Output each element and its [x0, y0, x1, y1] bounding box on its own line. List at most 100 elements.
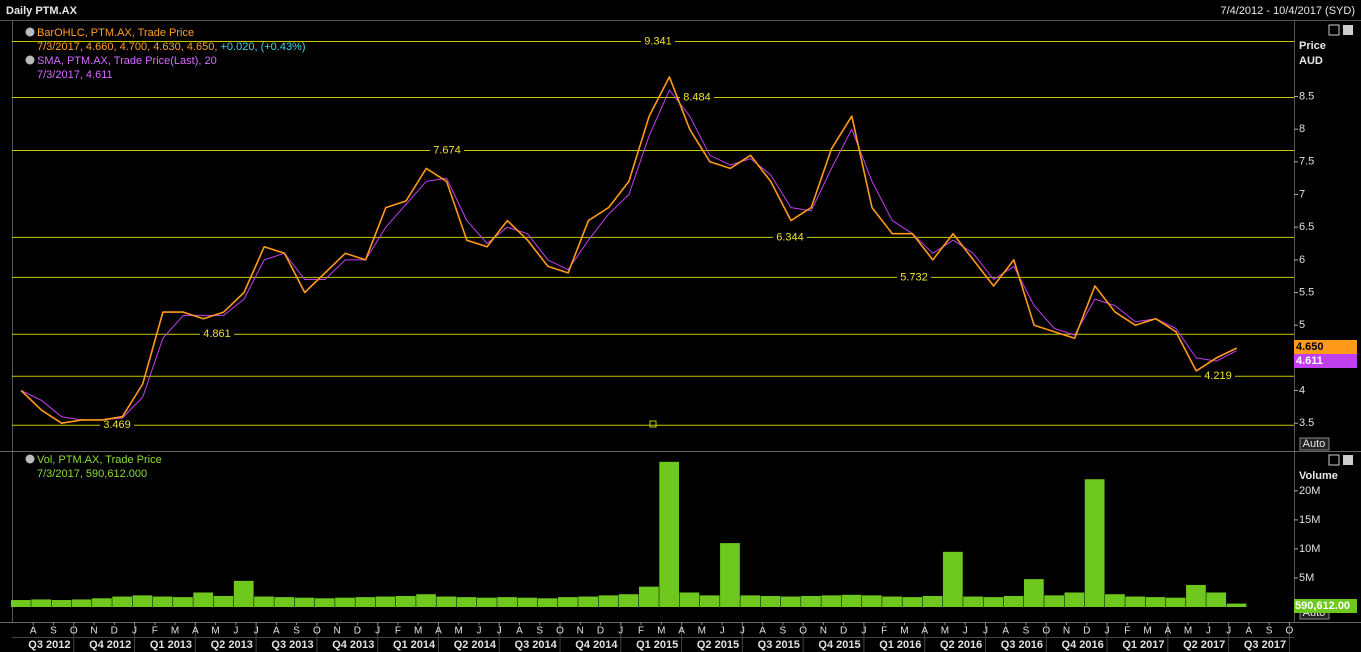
x-tick-label: D [597, 626, 604, 637]
auto-button-label[interactable]: Auto [1303, 438, 1326, 450]
volume-bar [173, 597, 193, 607]
volume-bar [699, 595, 720, 607]
close-icon[interactable] [1343, 25, 1353, 35]
quarter-label: Q3 2016 [1001, 639, 1043, 651]
legend-volume: Vol, PTM.AX, Trade Price [37, 454, 162, 466]
y-tick-label: 3.5 [1299, 417, 1314, 429]
x-tick-label: J [618, 626, 623, 637]
volume-bar [760, 595, 781, 607]
level-label-bg [430, 144, 464, 157]
maximize-icon[interactable] [1328, 24, 1340, 36]
close-icon[interactable] [1343, 455, 1353, 465]
x-tick-label: S [293, 626, 300, 637]
x-tick-label: N [820, 626, 827, 637]
quarter-label: Q2 2013 [211, 639, 253, 651]
volume-bar [740, 595, 761, 607]
x-tick-label: A [30, 626, 37, 637]
level-label-bg [1201, 370, 1235, 383]
y-tick-label: 6.5 [1299, 221, 1314, 233]
sma-line [20, 89, 1237, 421]
x-tick-label: D [1083, 626, 1090, 637]
legend-icon[interactable] [25, 55, 35, 65]
volume-bar [92, 598, 112, 607]
quarter-label: Q4 2015 [818, 639, 860, 651]
x-tick-label: F [638, 626, 644, 637]
volume-axis-title: Volume [1299, 470, 1338, 482]
legend-icon[interactable] [25, 27, 35, 37]
volume-bar [436, 596, 457, 607]
volume-bar [841, 594, 862, 607]
volume-bar [1023, 579, 1044, 607]
volume-bar [335, 597, 355, 607]
volume-bar [861, 595, 882, 607]
volume-bar [659, 461, 680, 607]
x-tick-label: J [132, 626, 137, 637]
volume-bar [942, 551, 963, 607]
volume-bar [112, 596, 133, 607]
volume-bar [882, 596, 902, 607]
quarter-label: Q4 2013 [332, 639, 374, 651]
volume-bar [1003, 595, 1024, 607]
volume-bar [801, 595, 821, 607]
volume-bar [780, 596, 801, 607]
volume-bar [254, 596, 274, 607]
volume-bar [456, 597, 477, 607]
x-tick-label: D [354, 626, 361, 637]
x-tick-label: J [740, 626, 745, 637]
y-tick-label: 8 [1299, 123, 1305, 135]
quarter-label: Q3 2012 [28, 639, 70, 651]
x-tick-label: M [211, 626, 219, 637]
volume-bar [1165, 597, 1186, 607]
panel-icons [25, 24, 1353, 466]
volume-bar [314, 598, 335, 607]
quarter-label: Q4 2016 [1062, 639, 1104, 651]
volume-bar [1145, 597, 1166, 607]
level-label: 6.344 [776, 231, 804, 243]
quarter-label: Q3 2015 [758, 639, 800, 651]
maximize-icon[interactable] [1328, 454, 1340, 466]
legend-sma: SMA, PTM.AX, Trade Price(Last), 20 [37, 55, 217, 67]
x-tick-label: J [1206, 626, 1211, 637]
x-tick-label: F [152, 626, 158, 637]
volume-bar [1125, 596, 1146, 607]
x-tick-label: M [414, 626, 422, 637]
volume-bar [355, 597, 376, 607]
x-tick-label: J [1226, 626, 1231, 637]
quarter-label: Q1 2013 [150, 639, 192, 651]
x-tick-label: A [516, 626, 523, 637]
x-tick-label: N [1063, 626, 1070, 637]
quarter-label: Q2 2014 [454, 639, 497, 651]
handle-icon [649, 420, 657, 428]
legend-price: BarOHLC, PTM.AX, Trade Price [37, 27, 194, 39]
auto-button[interactable] [1299, 437, 1330, 451]
level-label-bg [641, 35, 675, 48]
legend-volume-detail: 7/3/2017, 590,612.000 [37, 468, 147, 480]
quarter-label: Q2 2015 [697, 639, 739, 651]
legend-icon[interactable] [25, 454, 35, 464]
quarter-label: Q3 2017 [1244, 639, 1286, 651]
level-label: 5.732 [900, 271, 928, 283]
level-label-bg [897, 271, 931, 284]
legend-sma-detail: 7/3/2017, 4.611 [37, 69, 113, 81]
volume-bar [152, 596, 173, 607]
volume-bar [679, 592, 700, 607]
volume-bar [1226, 603, 1247, 607]
volume-bar [821, 595, 842, 607]
chart-title: Daily PTM.AX [6, 5, 78, 17]
level-label: 4.219 [1204, 370, 1232, 382]
level-label: 4.861 [203, 328, 231, 340]
last-value-label: 590,612.00 [1295, 600, 1350, 612]
volume-bar [983, 597, 1004, 607]
y-tick-label: 7.5 [1299, 156, 1314, 168]
x-tick-label: J [1105, 626, 1110, 637]
volume-bar [51, 600, 72, 607]
volume-bar [557, 597, 578, 607]
volume-bar [1206, 592, 1227, 607]
x-tick-label: J [963, 626, 968, 637]
x-tick-label: A [192, 626, 199, 637]
x-tick-label: S [780, 626, 787, 637]
legend-price-detail: 7/3/2017, 4.660, 4.700, 4.630, 4.650, +0… [37, 41, 306, 53]
y-tick-label: 5 [1299, 319, 1305, 331]
volume-bar [922, 595, 943, 607]
volume-bar [375, 596, 396, 607]
